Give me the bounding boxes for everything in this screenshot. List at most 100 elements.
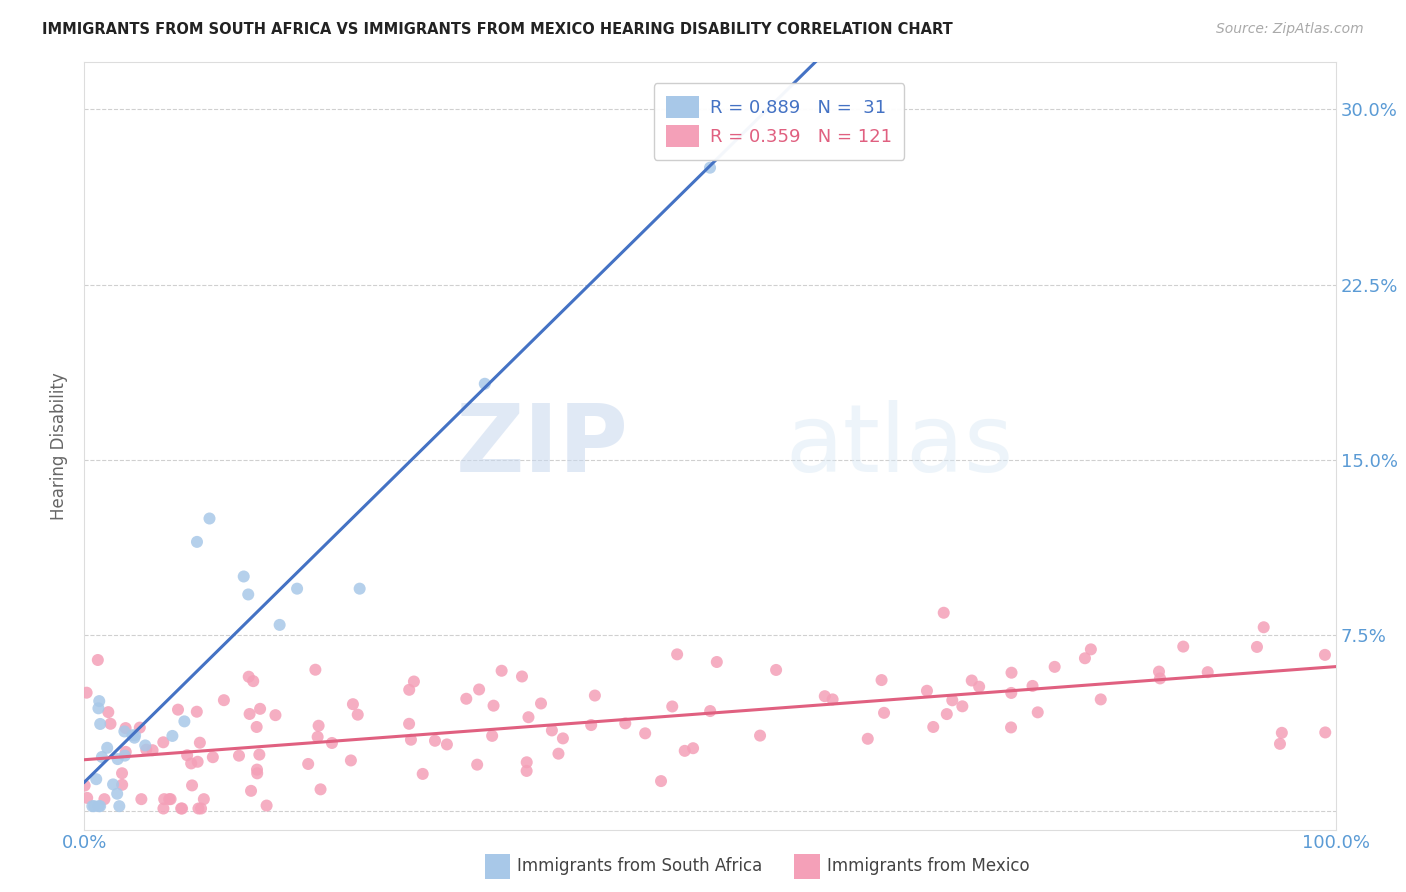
Point [516,756,538,770]
Point [107,752,129,766]
Point [666,648,689,662]
Point [870,673,893,687]
Point [309,782,332,797]
Point [517,710,540,724]
Point [101,777,124,791]
Point [1080,642,1102,657]
Point [922,720,945,734]
Point [349,582,371,596]
Point [87,701,110,715]
Point [1000,686,1022,700]
Point [699,161,721,175]
Point [246,763,269,777]
Point [89,717,111,731]
Point [249,702,271,716]
Point [481,729,503,743]
Point [1090,692,1112,706]
Point [108,799,131,814]
Point [121,728,143,742]
Point [579,718,602,732]
Point [73,779,96,793]
Point [100,716,122,731]
Point [1000,665,1022,680]
Point [114,748,136,763]
Legend: R = 0.889   N =  31, R = 0.359   N = 121: R = 0.889 N = 31, R = 0.359 N = 121 [654,83,904,160]
Point [856,731,879,746]
Point [1253,620,1275,634]
Point [551,731,574,746]
Point [188,736,211,750]
Point [246,720,269,734]
Point [491,664,513,678]
Text: Source: ZipAtlas.com: Source: ZipAtlas.com [1216,22,1364,37]
Point [510,669,533,683]
Point [232,569,254,583]
Point [170,801,193,815]
Point [530,697,553,711]
Point [111,778,134,792]
Point [89,799,111,814]
Point [1197,665,1219,680]
Point [193,792,215,806]
Point [1271,726,1294,740]
Point [634,726,657,740]
Point [412,767,434,781]
Point [285,582,308,596]
Point [238,670,260,684]
Point [198,511,221,525]
Point [814,689,837,703]
Point [90,750,112,764]
Point [583,689,606,703]
Point [342,697,364,711]
Point [1173,640,1195,654]
Point [456,691,478,706]
Point [932,606,955,620]
Point [247,747,270,762]
Point [650,774,672,789]
Point [152,735,174,749]
Text: IMMIGRANTS FROM SOUTH AFRICA VS IMMIGRANTS FROM MEXICO HEARING DISABILITY CORREL: IMMIGRANTS FROM SOUTH AFRICA VS IMMIGRAN… [42,22,953,37]
Point [307,730,329,744]
Point [1000,721,1022,735]
Point [134,739,156,753]
Point [1246,640,1268,654]
Text: atlas: atlas [785,400,1014,492]
Point [269,618,291,632]
Point [187,755,209,769]
Text: ZIP: ZIP [456,400,628,492]
Point [162,729,184,743]
Point [398,682,420,697]
Text: Immigrants from South Africa: Immigrants from South Africa [517,857,762,875]
Point [212,693,235,707]
Point [131,792,153,806]
Text: Immigrants from Mexico: Immigrants from Mexico [827,857,1029,875]
Point [346,707,368,722]
Point [76,686,98,700]
Point [399,732,422,747]
Point [187,801,209,815]
Point [873,706,896,720]
Point [124,728,146,742]
Point [1026,706,1049,720]
Point [173,714,195,729]
Point [157,792,180,806]
Point [516,764,538,778]
Point [967,680,990,694]
Point [706,655,728,669]
Point [749,729,772,743]
Point [264,708,287,723]
Point [180,756,202,771]
Point [960,673,983,688]
Point [242,674,264,689]
Point [1149,672,1171,686]
Point [87,799,110,814]
Point [935,707,957,722]
Point [186,705,208,719]
Point [256,798,278,813]
Point [167,703,190,717]
Point [1313,648,1336,662]
Point [170,801,193,815]
Point [135,742,157,756]
Point [682,741,704,756]
Point [1043,660,1066,674]
